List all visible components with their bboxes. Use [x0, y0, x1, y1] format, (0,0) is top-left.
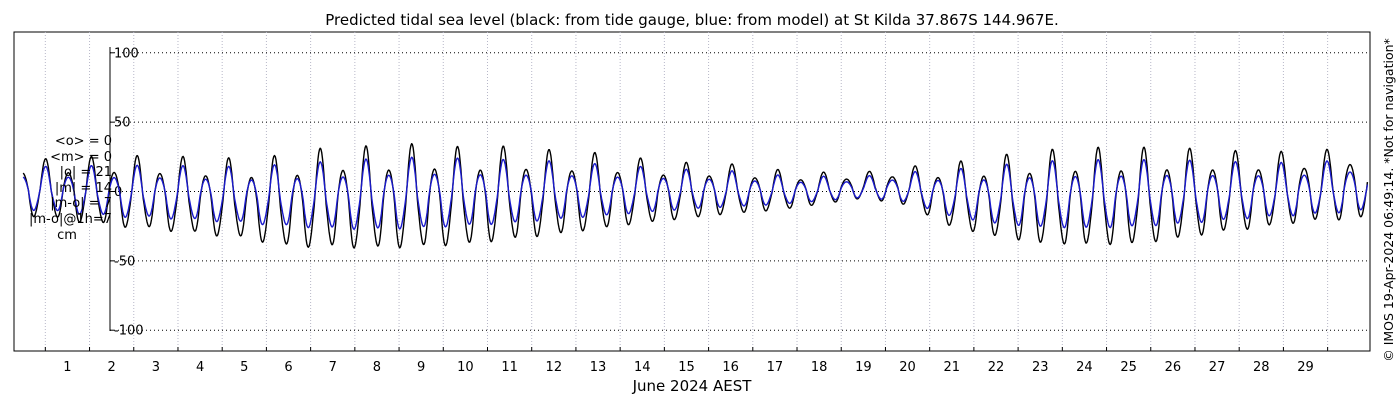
- x-tick-label: 29: [1297, 360, 1314, 375]
- stat-abs-observed: |o| = 21: [59, 165, 112, 181]
- x-tick-label: 24: [1076, 360, 1093, 375]
- x-tick-label: 2: [108, 360, 116, 375]
- x-tick-label: 19: [855, 360, 872, 375]
- x-tick-label: 21: [944, 360, 961, 375]
- y-tick-label: -100: [114, 324, 144, 339]
- y-tick-label: 0: [114, 185, 122, 200]
- stat-abs-model: |m| = 14: [54, 180, 112, 196]
- x-tick-label: 28: [1253, 360, 1270, 375]
- x-tick-label: 15: [678, 360, 695, 375]
- x-tick-label: 6: [284, 360, 292, 375]
- x-tick-label: 1: [63, 360, 71, 375]
- y-gridlines: [110, 52, 1370, 331]
- x-tick-label: 3: [152, 360, 160, 375]
- stat-unit: cm: [57, 227, 77, 243]
- y-tick-labels: -100 -50 0 50 100: [114, 46, 144, 338]
- x-tick-label: 14: [634, 360, 651, 375]
- x-tick-label: 25: [1120, 360, 1137, 375]
- statistics-panel: <o> = 0 <m> = 0 |o| = 21 |m| = 14 |m-o| …: [22, 134, 112, 243]
- x-tick-label: 18: [811, 360, 828, 375]
- y-tick-label: 50: [114, 116, 131, 131]
- x-tick-label: 10: [457, 360, 474, 375]
- series-line: [22, 156, 1369, 231]
- x-tick-label: 22: [988, 360, 1005, 375]
- x-tick-label: 7: [329, 360, 337, 375]
- x-tick-label: 11: [501, 360, 518, 375]
- x-tick-label: 17: [767, 360, 784, 375]
- x-axis-label: June 2024 AEST: [632, 377, 753, 395]
- series-layer: [22, 142, 1369, 249]
- x-tick-label: 8: [373, 360, 381, 375]
- x-tick-label: 26: [1165, 360, 1182, 375]
- x-tick-label: 20: [899, 360, 916, 375]
- x-tick-label: 12: [546, 360, 563, 375]
- stat-mean-observed: <o> = 0: [54, 134, 112, 149]
- stat-mean-model: <m> = 0: [50, 149, 112, 165]
- x-tick-label: 27: [1209, 360, 1226, 375]
- stat-abs-difference-1h: |m-o|@1h=7: [29, 211, 112, 227]
- x-tick-label: 23: [1032, 360, 1049, 375]
- x-tick-label: 9: [417, 360, 425, 375]
- x-tick-label: 13: [590, 360, 607, 375]
- chart-title: Predicted tidal sea level (black: from t…: [325, 11, 1059, 29]
- x-tick-label: 5: [240, 360, 248, 375]
- x-tick-label: 4: [196, 360, 204, 375]
- y-tick-label: 100: [114, 46, 139, 61]
- x-tick-labels: 1 2 3 4 5 6 7 8 9 10 11 12 13 14 15 16 17 18 19 20 21 22 23 24 2…: [63, 360, 1314, 375]
- y-tick-label: -50: [114, 254, 135, 269]
- stat-abs-difference: |m-o| = 7: [50, 196, 112, 212]
- copyright-notice: © IMOS 19-Apr-2024 06:49:14. *Not for na…: [1381, 38, 1396, 362]
- x-tick-label: 16: [722, 360, 739, 375]
